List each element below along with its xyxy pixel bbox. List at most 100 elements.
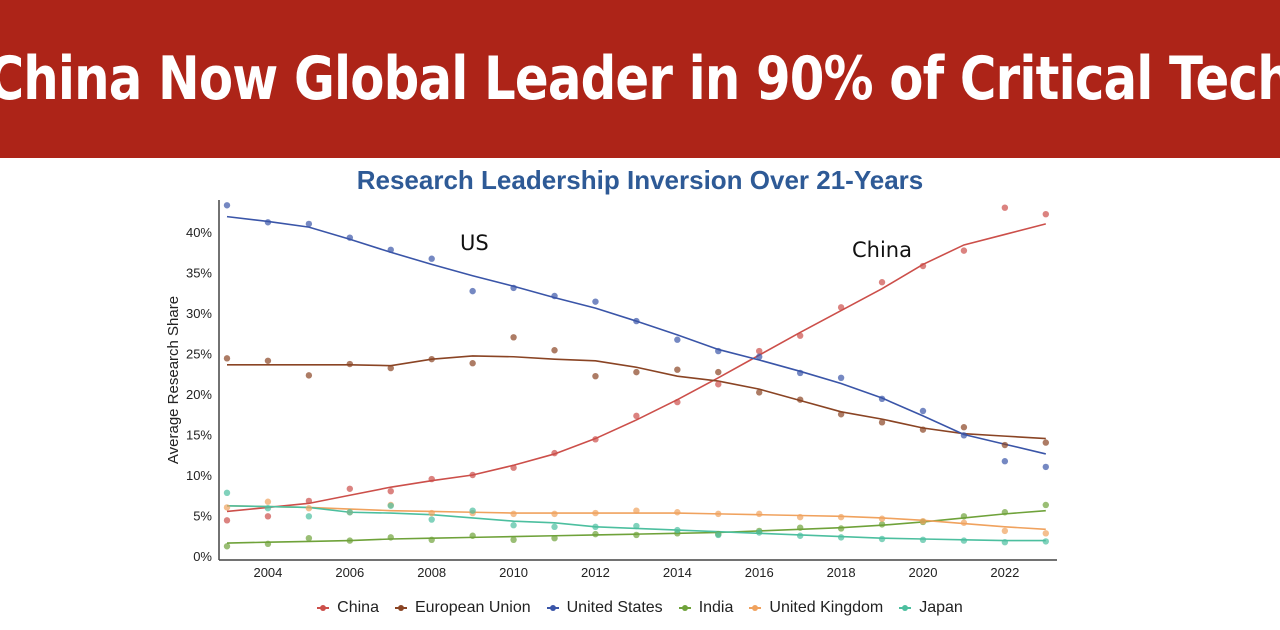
european-union-data-point bbox=[919, 426, 927, 433]
india-data-point bbox=[796, 524, 804, 531]
india-data-point bbox=[1001, 509, 1009, 516]
legend-marker-icon bbox=[749, 603, 762, 613]
legend-label: European Union bbox=[414, 599, 531, 616]
united-states-data-point bbox=[305, 220, 313, 228]
india-data-point bbox=[223, 543, 231, 550]
chart-title: Research Leadership Inversion Over 21-Ye… bbox=[356, 165, 924, 195]
x-tick-label: 2012 bbox=[581, 565, 610, 580]
x-tick-label: 2004 bbox=[253, 565, 282, 580]
legend-item: European Union bbox=[394, 599, 531, 617]
united-states-data-point bbox=[346, 234, 354, 241]
united-kingdom-data-point bbox=[919, 517, 927, 525]
y-axis-label: Average Research Share bbox=[165, 296, 182, 464]
united-kingdom-data-point bbox=[837, 513, 845, 521]
legend-item: China bbox=[317, 599, 379, 617]
india-data-point bbox=[305, 534, 313, 542]
china-data-point bbox=[305, 497, 313, 505]
china-data-point bbox=[633, 412, 640, 420]
united-states-data-point bbox=[715, 347, 722, 355]
india-data-point bbox=[510, 536, 517, 543]
y-tick-label: 40% bbox=[186, 225, 212, 240]
china-data-point bbox=[264, 513, 272, 520]
china-data-point bbox=[715, 381, 722, 388]
legend-item: United Kingdom bbox=[749, 599, 883, 617]
legend-marker-icon bbox=[317, 603, 330, 613]
european-union-data-point bbox=[674, 366, 681, 373]
china-data-point bbox=[551, 449, 558, 457]
x-tick-label: 2020 bbox=[909, 565, 938, 580]
united-kingdom-data-point bbox=[960, 519, 968, 526]
european-union-data-point bbox=[715, 368, 722, 376]
united-kingdom-data-point bbox=[674, 509, 681, 516]
legend-item: Japan bbox=[899, 599, 963, 617]
x-tick-label: 2022 bbox=[990, 565, 1019, 580]
y-tick-label: 5% bbox=[193, 509, 212, 524]
india-data-point bbox=[264, 540, 272, 548]
european-union-data-point bbox=[305, 372, 313, 379]
china-data-point bbox=[510, 464, 517, 471]
india-data-point bbox=[1042, 501, 1050, 509]
china-data-point bbox=[796, 332, 804, 339]
china-data-point bbox=[428, 475, 435, 483]
european-union-data-point bbox=[1042, 439, 1050, 446]
india-data-point bbox=[837, 525, 845, 532]
united-states-data-point bbox=[633, 317, 640, 325]
united-states-data-point bbox=[428, 255, 435, 262]
united-states-data-point bbox=[1001, 458, 1009, 465]
japan-data-point bbox=[960, 537, 968, 544]
china-data-point bbox=[223, 517, 231, 524]
title-banner: China Now Global Leader in 90% of Critic… bbox=[0, 0, 1280, 158]
european-union-data-point bbox=[223, 355, 231, 362]
united-states-data-point bbox=[837, 374, 845, 381]
legend-label: United States bbox=[566, 599, 663, 616]
united-kingdom-data-point bbox=[878, 515, 886, 522]
legend-label: China bbox=[337, 599, 379, 616]
united-states-data-point bbox=[592, 298, 599, 305]
y-tick-label: 15% bbox=[186, 428, 212, 443]
japan-data-point bbox=[264, 505, 272, 512]
european-union-data-point bbox=[756, 389, 763, 396]
y-tick-label: 0% bbox=[193, 549, 212, 564]
china-data-point bbox=[960, 247, 968, 254]
legend-item: India bbox=[678, 599, 733, 617]
european-union-data-point bbox=[510, 334, 517, 341]
china-trend-line bbox=[226, 223, 1046, 513]
japan-data-point bbox=[428, 516, 435, 523]
x-tick-label: 2014 bbox=[663, 565, 692, 580]
y-tick-label: 20% bbox=[186, 387, 212, 402]
european-union-data-point bbox=[428, 355, 435, 363]
china-data-point bbox=[837, 304, 845, 311]
japan-data-point bbox=[756, 529, 763, 536]
european-union-data-point bbox=[633, 368, 640, 376]
european-union-data-point bbox=[796, 396, 804, 403]
china-data-point bbox=[919, 262, 927, 270]
japan-data-point bbox=[223, 489, 231, 497]
india-data-point bbox=[387, 534, 394, 541]
india-data-point bbox=[592, 530, 599, 538]
united-kingdom-data-point bbox=[305, 505, 313, 512]
legend-item: United States bbox=[546, 599, 663, 617]
japan-data-point bbox=[469, 507, 476, 514]
united-kingdom-data-point bbox=[592, 509, 599, 517]
united-states-data-point bbox=[551, 292, 558, 300]
japan-data-point bbox=[510, 522, 517, 529]
united-states-data-point bbox=[1042, 463, 1050, 471]
japan-data-point bbox=[551, 523, 558, 531]
united-kingdom-data-point bbox=[264, 498, 272, 505]
india-data-point bbox=[551, 534, 558, 542]
china-data-point bbox=[1001, 204, 1009, 211]
japan-data-point bbox=[715, 531, 722, 539]
japan-data-point bbox=[796, 532, 804, 539]
united-kingdom-data-point bbox=[796, 513, 804, 521]
united-kingdom-data-point bbox=[223, 504, 231, 511]
united-states-data-point bbox=[919, 407, 927, 415]
european-union-data-point bbox=[469, 360, 476, 367]
united-states-data-point bbox=[960, 432, 968, 439]
united-states-data-point bbox=[756, 353, 763, 360]
european-union-data-point bbox=[592, 372, 599, 380]
european-union-data-point bbox=[878, 419, 886, 426]
japan-data-point bbox=[633, 522, 640, 530]
european-union-data-point bbox=[387, 364, 394, 372]
japan-data-point bbox=[1042, 538, 1050, 545]
